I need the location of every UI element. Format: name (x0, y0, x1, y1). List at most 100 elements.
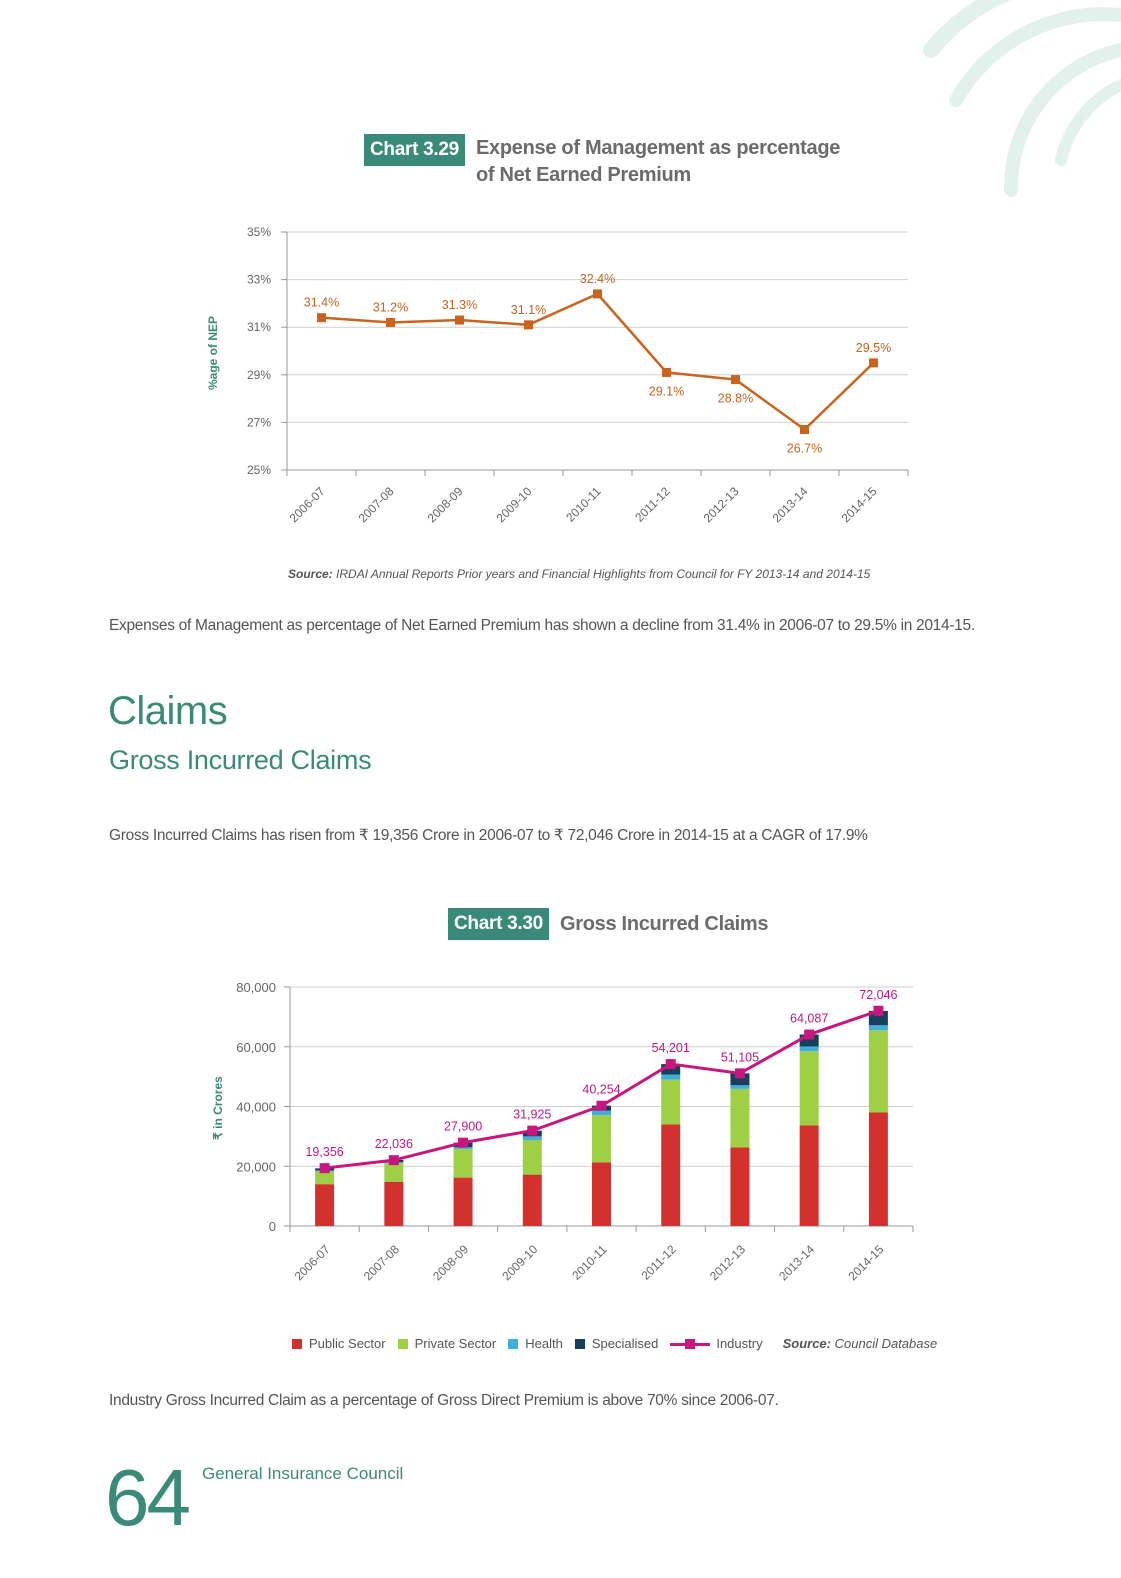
legend-label: Health (525, 1336, 563, 1351)
bar-public-sector (315, 1184, 335, 1226)
bar-health (453, 1147, 473, 1149)
y-tick-label: 0 (269, 1219, 276, 1234)
chart-source: Source: IRDAI Annual Reports Prior years… (288, 567, 870, 581)
x-tick-label: 2012-13 (707, 1242, 748, 1283)
data-label: 28.8% (718, 392, 753, 406)
data-label: 27,900 (444, 1120, 482, 1134)
x-tick-label: 2007-08 (356, 484, 397, 525)
data-point (386, 317, 395, 327)
legend-label: Private Sector (414, 1336, 497, 1351)
industry-point (734, 1068, 745, 1079)
data-point (317, 313, 326, 323)
industry-point (804, 1029, 815, 1040)
bar-public-sector (730, 1147, 750, 1226)
bar-health (522, 1136, 542, 1140)
bar-private-sector (315, 1171, 335, 1185)
legend-item: Specialised (574, 1336, 658, 1351)
x-tick-label: 2012-13 (701, 484, 742, 525)
chart-tag: Chart 3.29 (364, 134, 465, 166)
data-point (455, 315, 464, 325)
legend-item: Public Sector (292, 1336, 386, 1351)
section-heading: Claims (108, 689, 228, 733)
legend-item: Private Sector (397, 1336, 497, 1351)
y-tick-label: 80,000 (236, 980, 276, 995)
data-label: 54,201 (652, 1041, 690, 1055)
paragraph: Industry Gross Incurred Claim as a perce… (109, 1392, 779, 1409)
bar-public-sector (661, 1124, 681, 1226)
data-label: 31.2% (373, 300, 408, 314)
bar-private-sector (661, 1079, 681, 1125)
bar-private-sector (384, 1162, 404, 1182)
x-tick-label: 2013-14 (776, 1242, 817, 1283)
x-tick-label: 2013-14 (770, 484, 811, 525)
industry-point (458, 1137, 469, 1148)
data-label: 32.4% (580, 272, 615, 286)
source-label: Source: (782, 1336, 831, 1351)
y-tick-label: 29% (247, 368, 271, 382)
data-point (662, 367, 671, 377)
data-point (869, 358, 878, 368)
x-tick-label: 2008-09 (425, 484, 466, 525)
industry-point (873, 1005, 884, 1016)
y-tick-label: 20,000 (236, 1159, 276, 1174)
stacked-bar-chart: 0 20,000 40,000 60,000 80,000 2006-07 2007-08 2… (236, 980, 914, 1283)
source-label: Source: (288, 567, 333, 581)
footer-title: General Insurance Council (202, 1464, 404, 1483)
legend-label: Public Sector (309, 1336, 386, 1351)
data-label: 31.1% (511, 303, 546, 317)
y-tick-label: 40,000 (236, 1100, 276, 1115)
data-label: 22,036 (375, 1137, 413, 1151)
data-point (524, 320, 533, 330)
legend-swatch (397, 1338, 408, 1349)
x-tick-label: 2009-10 (499, 1242, 540, 1283)
bar-public-sector (799, 1125, 819, 1226)
source-text: IRDAI Annual Reports Prior years and Fin… (336, 567, 871, 581)
x-tick-label: 2008-09 (430, 1242, 471, 1283)
bar-private-sector (868, 1030, 888, 1113)
data-label: 19,356 (305, 1145, 343, 1159)
data-label: 31.3% (442, 298, 477, 312)
y-axis-title: %age of NEP (206, 316, 220, 391)
paragraph: Expenses of Management as percentage of … (109, 617, 975, 634)
bar-public-sector (384, 1181, 404, 1226)
data-label: 31,925 (513, 1108, 551, 1122)
industry-point (527, 1125, 538, 1136)
data-label: 51,105 (721, 1050, 759, 1064)
bar-health (592, 1110, 611, 1116)
industry-point (665, 1059, 676, 1070)
industry-point (596, 1100, 607, 1111)
legend-swatch (292, 1338, 302, 1349)
data-label: 26.7% (787, 442, 822, 456)
chart-title-line2: of Net Earned Premium (476, 164, 691, 186)
bar-private-sector (453, 1148, 473, 1178)
chart-title: Gross Incurred Claims (560, 913, 769, 935)
legend-item: Health (508, 1336, 563, 1351)
bar-health (868, 1025, 888, 1031)
data-label: 29.5% (856, 341, 891, 355)
y-tick-label: 25% (247, 463, 271, 477)
bar-private-sector (799, 1051, 819, 1126)
x-tick-label: 2006-07 (287, 484, 328, 525)
bar-health (661, 1074, 681, 1080)
bar-public-sector (453, 1177, 473, 1226)
legend-swatch (574, 1338, 585, 1349)
bar-public-sector (868, 1112, 888, 1226)
x-tick-label: 2010-11 (569, 1242, 610, 1283)
page-number: 64 (105, 1453, 191, 1542)
bar-public-sector (592, 1162, 611, 1226)
paragraph: Gross Incurred Claims has risen from ₹ 1… (109, 827, 868, 844)
y-tick-label: 60,000 (236, 1040, 276, 1055)
chart-title: Expense of Management as percentage of N… (476, 135, 840, 189)
data-label: 31.4% (304, 296, 339, 310)
x-tick-label: 2006-07 (292, 1242, 333, 1283)
bar-specialised (661, 1064, 681, 1075)
chart-legend: Public Sector Private Sector Health Spec… (292, 1336, 937, 1351)
x-tick-label: 2010-11 (563, 484, 604, 525)
bar-health (730, 1085, 750, 1089)
bar-public-sector (522, 1174, 542, 1226)
data-point (731, 375, 740, 385)
legend-label: Industry (716, 1336, 763, 1351)
chart-title-line1: Expense of Management as percentage (476, 137, 841, 159)
y-tick-label: 33% (247, 273, 271, 287)
x-tick-label: 2014-15 (839, 484, 880, 525)
